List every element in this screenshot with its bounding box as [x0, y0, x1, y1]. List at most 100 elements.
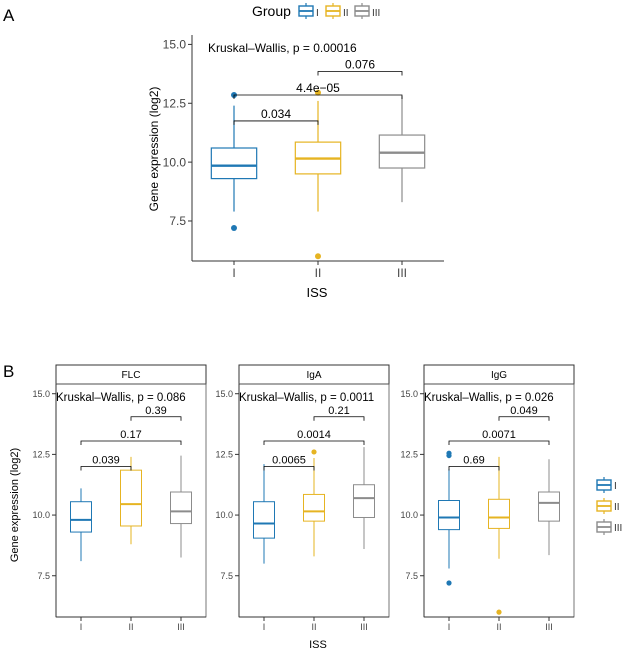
legend-b-label-I: I — [614, 481, 617, 492]
chart-b: Gene expression (log2) ISS FLC 7.5 10.0 12.… — [9, 364, 575, 651]
chart-a-comparison-bracket — [233, 94, 403, 100]
chart-b-comparison-bracket — [313, 416, 365, 421]
legend-a-label-I: I — [316, 8, 319, 19]
chart-a-comparison-label: 4.4e−05 — [296, 81, 340, 95]
chart-a-comparison-bracket — [233, 120, 319, 125]
legend-a-title: Group — [252, 3, 291, 19]
chart-b-box-II — [120, 469, 142, 527]
chart-b-box-III — [170, 491, 192, 525]
chart-b-ytick-label: 7.5 — [220, 571, 233, 581]
chart-a-ytick-label: 10.0 — [163, 155, 187, 169]
legend-a: Group I II III — [252, 3, 380, 19]
chart-b-comparison-label: 0.69 — [463, 455, 484, 467]
legend-a-label-III: III — [372, 8, 380, 19]
legend-b-key-III — [596, 519, 612, 535]
legend-b-key-II — [596, 498, 612, 514]
chart-b-comparison-label: 0.39 — [145, 405, 166, 417]
chart-b-box-III — [538, 491, 560, 522]
chart-b-xtick-label: III — [545, 622, 553, 632]
chart-b-xtick-label: III — [360, 622, 368, 632]
chart-b-ytick-label: 15.0 — [215, 389, 233, 399]
chart-a-xtick-label: I — [232, 266, 235, 280]
chart-b-box-III — [353, 484, 375, 518]
chart-a-ytick-label: 12.5 — [163, 96, 187, 110]
chart-b-comparison-label: 0.039 — [92, 455, 120, 467]
chart-a-comparison-label: 0.034 — [261, 107, 291, 121]
legend-b-label-II: II — [614, 502, 620, 513]
chart-b-strip-label: FLC — [122, 370, 141, 381]
panel-a-letter: A — [3, 6, 15, 25]
chart-b-comparison-bracket — [448, 440, 550, 446]
chart-b-outlier-point — [311, 449, 317, 455]
chart-b-ytick-label: 12.5 — [400, 450, 418, 460]
chart-b-ytick-label: 7.5 — [37, 571, 50, 581]
chart-a-ylabel: Gene expression (log2) — [147, 87, 161, 212]
chart-b-xtick-label: I — [263, 622, 266, 632]
legend-a-key-II — [325, 3, 341, 19]
chart-a-test-label: Kruskal–Wallis, p = 0.00016 — [208, 41, 357, 55]
chart-b-comparison-label: 0.0065 — [272, 455, 306, 467]
chart-a-comparison-bracket — [317, 71, 403, 76]
chart-b-comparison-bracket — [130, 416, 182, 421]
chart-b-ytick-label: 10.0 — [400, 510, 418, 520]
chart-b-ytick-label: 12.5 — [215, 450, 233, 460]
chart-b-xtick-label: I — [448, 622, 451, 632]
chart-b-comparison-bracket — [498, 416, 550, 421]
chart-b-comparison-bracket — [448, 466, 500, 471]
chart-a-xlabel: ISS — [307, 285, 328, 300]
chart-b-comparison-label: 0.0014 — [297, 429, 331, 441]
chart-b-comparison-label: 0.049 — [510, 405, 538, 417]
legend-b-label-III: III — [614, 523, 622, 534]
chart-b-ytick-label: 15.0 — [400, 389, 418, 399]
chart-b-xtick-label: II — [496, 622, 501, 632]
legend-a-label-II: II — [343, 8, 349, 19]
panel-b-letter: B — [3, 362, 14, 381]
chart-b-ytick-label: 10.0 — [32, 510, 50, 520]
chart-b-test-label: Kruskal–Wallis, p = 0.026 — [424, 392, 554, 404]
chart-b-comparison-bracket — [80, 440, 182, 446]
legend-a-key-III — [354, 3, 370, 19]
chart-b-outlier-point — [496, 609, 502, 615]
chart-b-comparison-label: 0.0071 — [482, 429, 516, 441]
chart-b-test-label: Kruskal–Wallis, p = 0.0011 — [239, 392, 374, 404]
chart-a-outlier-point — [315, 253, 321, 260]
chart-b-ylabel: Gene expression (log2) — [9, 448, 21, 562]
chart-b-box-II — [303, 493, 325, 522]
legend-b-key-I — [596, 477, 612, 493]
chart-b-comparison-bracket — [263, 466, 315, 471]
chart-b-box-I — [438, 500, 460, 531]
chart-b-xtick-label: II — [128, 622, 133, 632]
chart-b-outlier-point — [446, 580, 452, 586]
legend-a-key-I — [298, 3, 314, 19]
chart-b-xtick-label: III — [177, 622, 185, 632]
chart-b-outlier-point — [446, 450, 452, 456]
chart-b-box-I — [70, 501, 92, 533]
chart-a-ytick-label: 7.5 — [169, 214, 186, 228]
chart-b-strip-label: IgA — [306, 370, 321, 381]
chart-b-comparison-label: 0.21 — [328, 405, 349, 417]
chart-b-xtick-label: I — [80, 622, 83, 632]
chart-b-xlabel: ISS — [309, 639, 327, 651]
chart-b-ytick-label: 15.0 — [32, 389, 50, 399]
chart-b-test-label: Kruskal–Wallis, p = 0.086 — [56, 392, 186, 404]
chart-a-comparison-label: 0.076 — [345, 57, 375, 71]
chart-a-ytick-label: 15.0 — [163, 38, 187, 52]
chart-a-xtick-label: III — [397, 266, 407, 280]
chart-a-box-I — [210, 147, 258, 180]
chart-a-outlier-point — [315, 89, 321, 96]
chart-b-comparison-bracket — [80, 466, 132, 471]
chart-b-comparison-label: 0.17 — [120, 429, 141, 441]
chart-a-xtick-label: II — [315, 266, 322, 280]
chart-b-strip-label: IgG — [491, 370, 507, 381]
chart-a: Gene expression (log2) ISS Kruskal–Walli… — [147, 35, 444, 300]
chart-a-outlier-point — [231, 225, 237, 232]
chart-b-ytick-label: 12.5 — [32, 450, 50, 460]
chart-b-comparison-bracket — [263, 440, 365, 446]
chart-b-box-II — [488, 498, 510, 529]
chart-b-xtick-label: II — [311, 622, 316, 632]
